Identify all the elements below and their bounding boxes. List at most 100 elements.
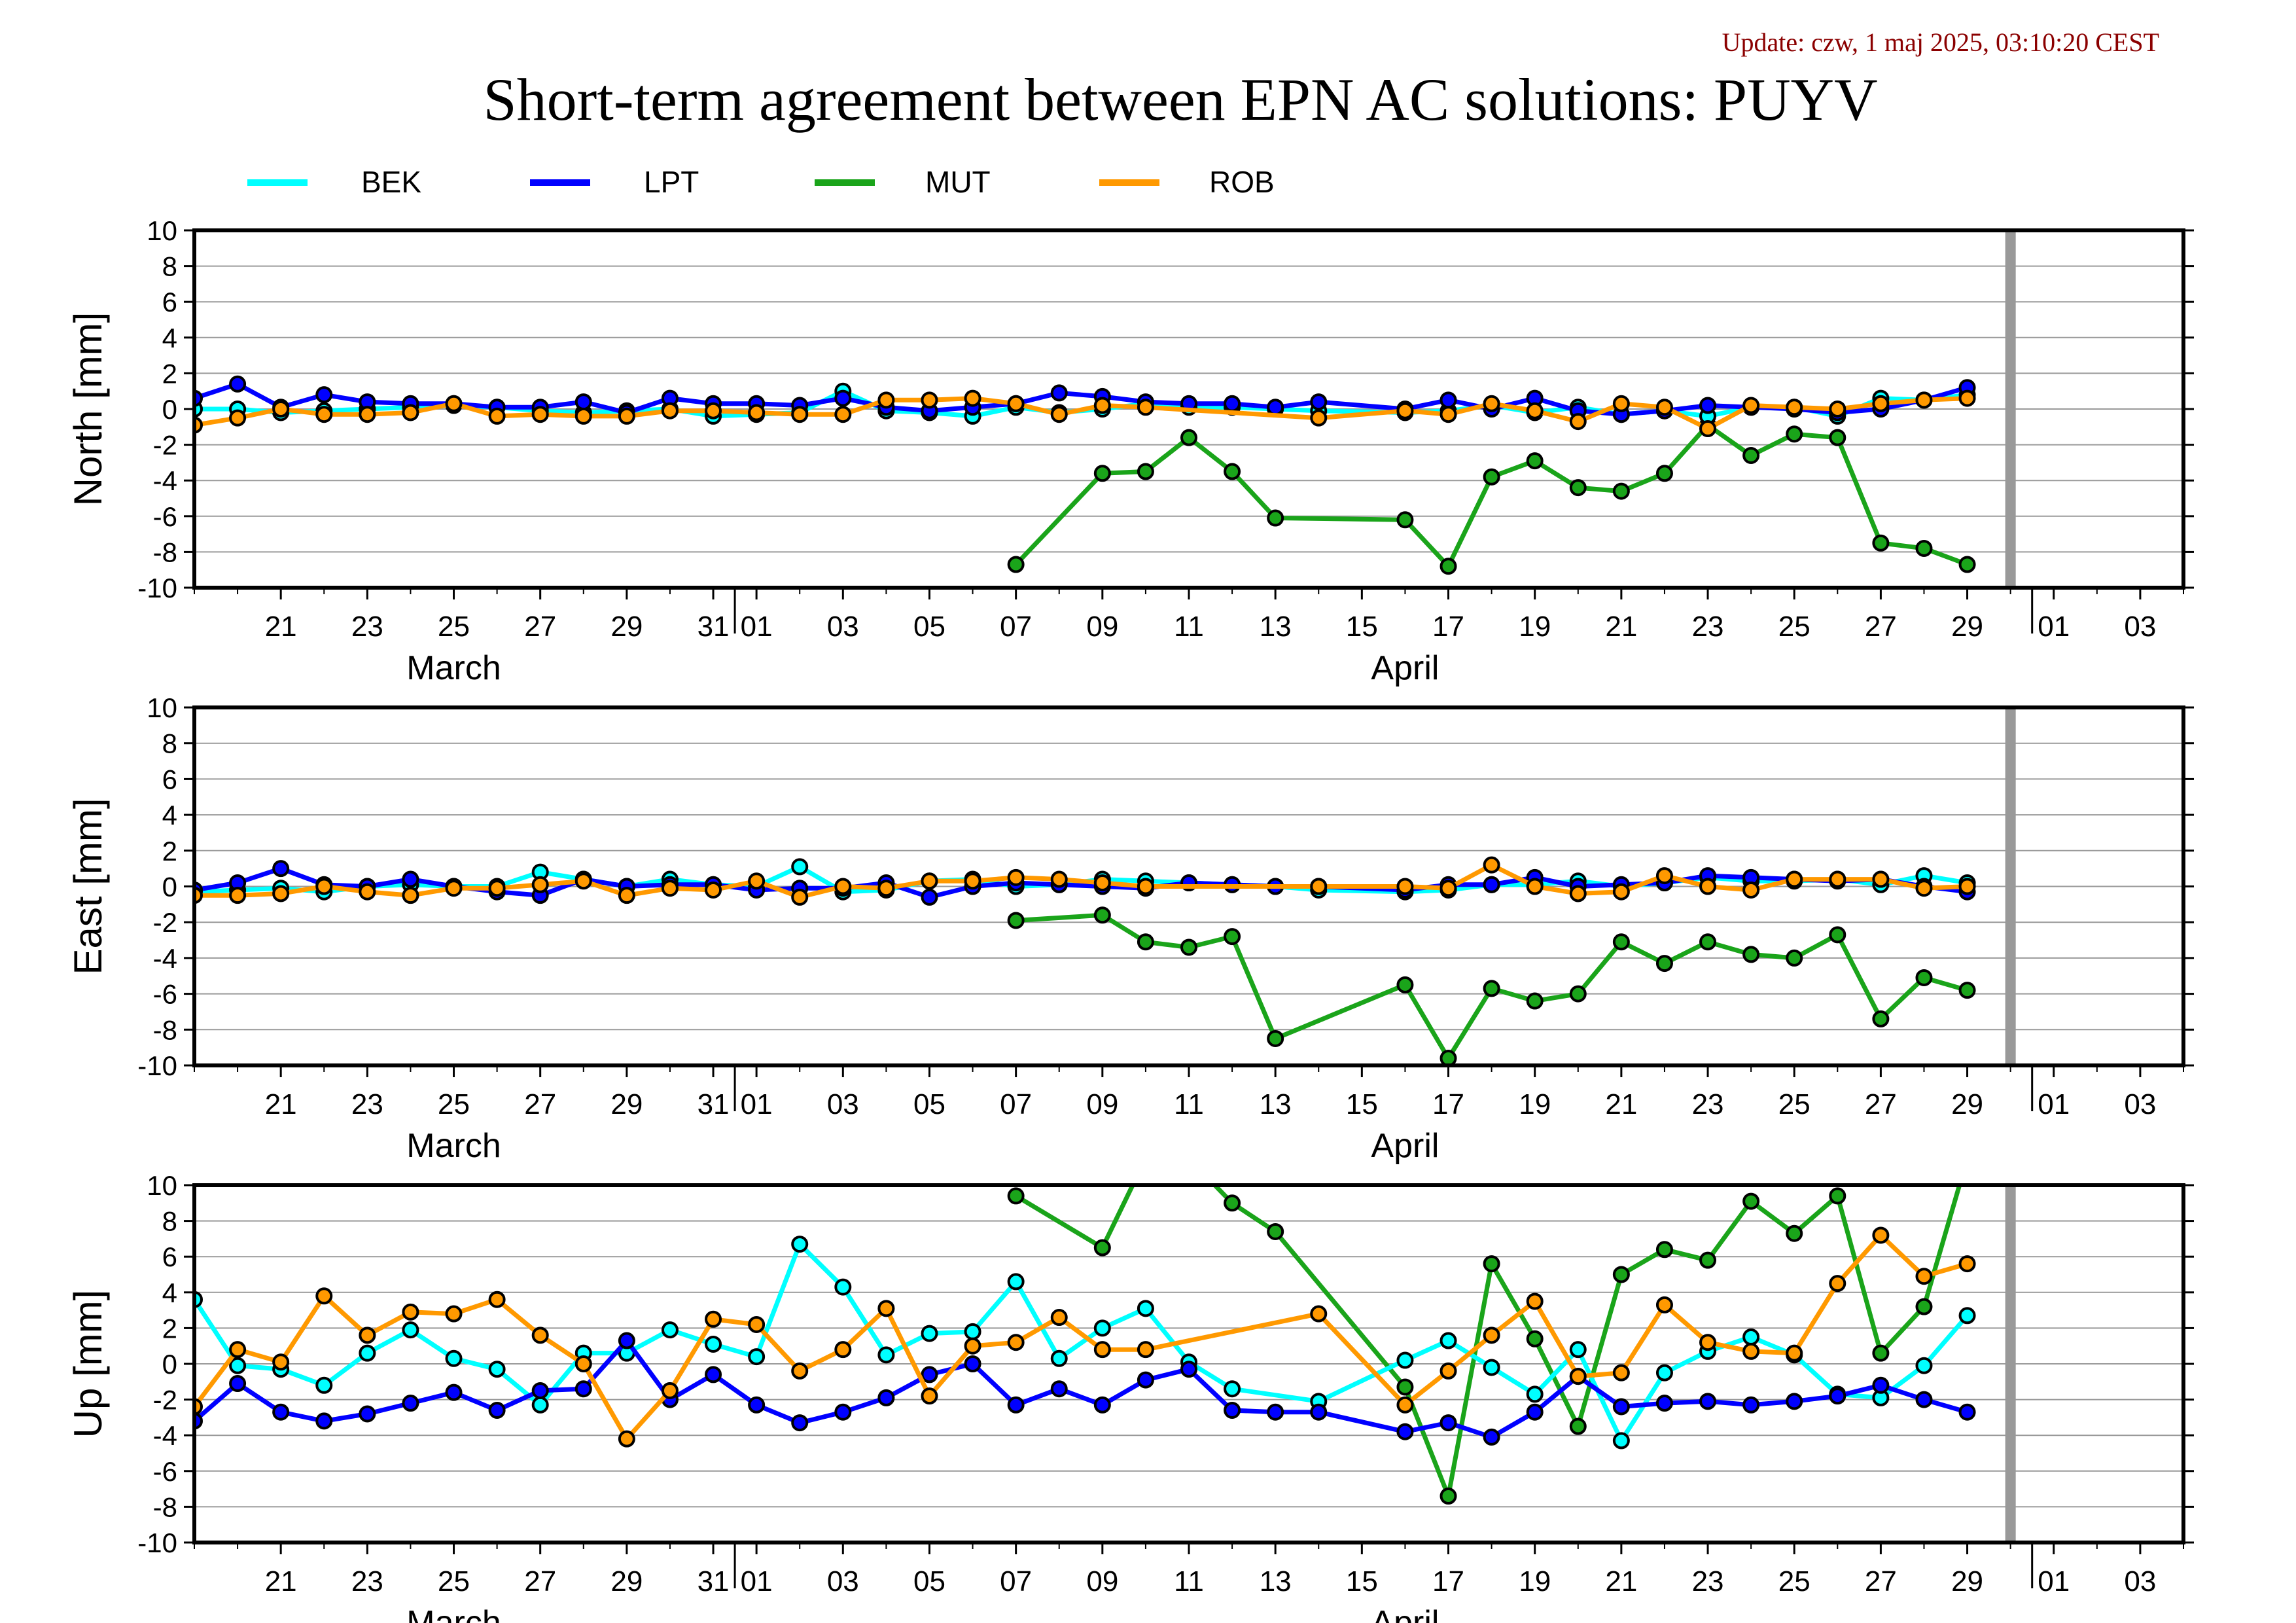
- data-point-lpt: [1007, 1396, 1025, 1414]
- data-point-mut: [1137, 933, 1154, 951]
- data-point-bek: [1655, 1364, 1673, 1382]
- data-point-rob: [1396, 402, 1414, 419]
- data-point-bek: [705, 1335, 722, 1353]
- y-tick-label: -2: [153, 1385, 177, 1416]
- data-point-mut: [1786, 949, 1803, 967]
- data-point-rob: [1569, 1368, 1587, 1385]
- data-point-bek: [834, 1278, 852, 1296]
- data-point-bek: [1526, 1385, 1544, 1403]
- data-point-mut: [1915, 969, 1933, 986]
- y-tick-label: 6: [162, 287, 177, 317]
- data-point-rob: [1093, 1341, 1111, 1359]
- data-point-rob: [1699, 1334, 1717, 1351]
- data-point-rob: [272, 1353, 290, 1371]
- data-point-mut: [1872, 1344, 1890, 1362]
- data-point-rob: [402, 1303, 419, 1321]
- data-point-rob: [921, 872, 938, 890]
- data-point-rob: [488, 1291, 506, 1308]
- x-tick-label: 15: [1346, 1565, 1378, 1597]
- y-tick-label: 4: [162, 323, 177, 353]
- data-point-lpt: [1699, 397, 1717, 414]
- data-point-lpt: [1655, 1395, 1673, 1412]
- x-tick-label: 03: [2124, 1565, 2156, 1597]
- data-point-rob: [1310, 409, 1328, 427]
- series-group: [194, 375, 1976, 575]
- data-point-mut: [1872, 534, 1890, 552]
- x-tick-label: 01: [2038, 1565, 2070, 1597]
- data-point-lpt: [488, 1401, 506, 1419]
- data-point-mut: [1007, 556, 1025, 573]
- data-point-rob: [488, 880, 506, 897]
- data-point-lpt: [574, 393, 592, 411]
- data-point-rob: [531, 406, 549, 423]
- data-point-bek: [791, 858, 809, 876]
- data-point-lpt: [1050, 1380, 1068, 1398]
- data-point-mut: [1139, 1151, 1153, 1166]
- data-point-bek: [1093, 1319, 1111, 1337]
- data-point-rob: [1007, 1334, 1025, 1351]
- data-point-lpt: [1267, 399, 1284, 416]
- y-tick-label: -8: [153, 1491, 177, 1522]
- data-point-rob: [445, 1305, 463, 1323]
- data-point-mut: [1612, 482, 1630, 500]
- data-point-mut: [1742, 446, 1760, 464]
- data-point-mut: [1655, 1241, 1673, 1258]
- x-tick-label: 03: [2124, 611, 2156, 643]
- x-tick-label: 03: [827, 1088, 859, 1120]
- plot-frame: [192, 705, 2185, 1067]
- data-point-rob: [1137, 399, 1154, 416]
- data-point-lpt: [315, 386, 333, 404]
- data-point-rob: [1958, 1255, 1976, 1273]
- data-point-mut: [1483, 468, 1500, 486]
- data-point-lpt: [1699, 1393, 1717, 1410]
- y-tick-label: 8: [162, 251, 177, 282]
- data-point-rob: [1612, 395, 1630, 412]
- data-point-mut: [1483, 980, 1500, 997]
- data-point-rob: [1093, 397, 1111, 414]
- data-point-rob: [964, 872, 981, 890]
- x-tick-label: 31: [698, 611, 730, 643]
- data-point-bek: [877, 1346, 895, 1364]
- data-point-lpt: [445, 1383, 463, 1401]
- data-point-rob: [1310, 1305, 1328, 1323]
- legend-label-rob: ROB: [1209, 165, 1275, 199]
- data-point-lpt: [1786, 1393, 1803, 1410]
- data-point-mut: [1699, 933, 1717, 951]
- data-point-rob: [574, 407, 592, 425]
- data-point-rob: [1137, 878, 1154, 895]
- data-point-rob: [1742, 1342, 1760, 1360]
- data-point-lpt: [877, 1389, 895, 1406]
- data-point-lpt: [1612, 1398, 1630, 1416]
- data-point-lpt: [1526, 1403, 1544, 1421]
- y-tick-label: 2: [162, 358, 177, 389]
- data-point-rob: [1742, 397, 1760, 414]
- data-point-bek: [1007, 1273, 1025, 1291]
- x-tick-label: 07: [1000, 1565, 1032, 1597]
- data-point-rob: [618, 1430, 635, 1448]
- x-tick-label: 27: [524, 1088, 556, 1120]
- data-point-lpt: [402, 870, 419, 888]
- x-tick-label: 23: [351, 611, 383, 643]
- x-tick-label: 15: [1346, 611, 1378, 643]
- data-point-lpt: [1872, 1376, 1890, 1394]
- data-point-rob: [1050, 406, 1068, 423]
- data-point-rob: [272, 885, 290, 902]
- y-tick-label: -6: [153, 1456, 177, 1487]
- data-point-lpt: [1958, 1403, 1976, 1421]
- data-point-rob: [1655, 867, 1673, 885]
- data-point-rob: [1483, 1327, 1500, 1344]
- y-tick-label: -10: [137, 573, 177, 603]
- data-point-rob: [705, 881, 722, 899]
- x-tick-label: 05: [913, 611, 945, 643]
- data-point-mut: [1526, 992, 1544, 1010]
- data-point-rob: [1526, 878, 1544, 895]
- data-point-rob: [1526, 1293, 1544, 1310]
- data-point-rob: [1655, 399, 1673, 416]
- data-point-bek: [488, 1361, 506, 1378]
- data-point-bek: [1396, 1351, 1414, 1369]
- x-tick-label: 17: [1432, 1565, 1464, 1597]
- data-point-rob: [1050, 1309, 1068, 1327]
- data-point-rob: [748, 1315, 766, 1333]
- data-point-rob: [531, 1327, 549, 1344]
